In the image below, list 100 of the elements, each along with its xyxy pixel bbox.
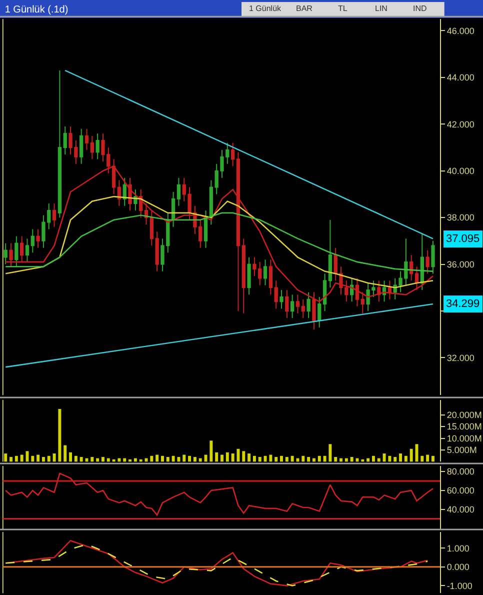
candlestick — [63, 126, 67, 156]
bar — [404, 456, 408, 462]
candlestick — [263, 259, 268, 286]
candlestick — [96, 132, 100, 160]
bar — [312, 458, 316, 462]
y-tick-label: 10.000M — [446, 433, 482, 444]
bar — [172, 456, 175, 462]
bar — [236, 448, 240, 462]
candlestick — [414, 266, 419, 290]
candlestick — [4, 242, 8, 265]
candlestick — [301, 298, 305, 318]
candlestick — [80, 128, 84, 164]
candlestick — [322, 273, 327, 312]
line-series — [4, 196, 434, 288]
bar — [280, 456, 283, 462]
text: BAR — [296, 4, 313, 13]
bar — [47, 456, 50, 462]
candlestick — [52, 203, 56, 228]
bar — [252, 456, 256, 462]
candlestick — [20, 236, 24, 262]
candlestick — [30, 228, 34, 254]
bar — [123, 458, 126, 462]
bar — [410, 448, 413, 462]
bar — [4, 454, 8, 462]
y-tick-label: 5.000M — [446, 445, 477, 456]
bar — [231, 454, 234, 462]
candlestick — [144, 203, 148, 226]
y-tick-label: 15.000M — [446, 422, 482, 432]
candlestick — [280, 289, 284, 310]
bar — [215, 452, 218, 462]
bar — [328, 444, 332, 462]
candlestick — [209, 180, 213, 226]
bar — [226, 452, 229, 462]
bar — [307, 457, 310, 462]
bar — [64, 445, 67, 462]
bar — [258, 457, 262, 462]
bar — [42, 457, 45, 462]
candlestick — [176, 177, 181, 206]
y-tick-label: 44.000 — [446, 72, 474, 83]
bar — [106, 458, 110, 462]
candlestick — [14, 236, 18, 268]
bar — [10, 457, 12, 462]
candlestick — [318, 296, 322, 328]
bar — [344, 458, 348, 462]
line-series — [4, 212, 434, 272]
candlestick — [274, 280, 278, 310]
bar — [14, 456, 18, 462]
bar — [242, 451, 246, 462]
candlestick — [122, 177, 126, 206]
bar — [372, 456, 375, 462]
bar — [193, 457, 196, 462]
candlestick — [242, 238, 246, 314]
candlestick — [204, 210, 208, 248]
y-tick-label: 36.000 — [446, 259, 474, 270]
bar — [31, 456, 34, 462]
bar — [134, 458, 137, 462]
candlestick — [296, 294, 300, 314]
bar — [80, 457, 83, 462]
candlestick — [9, 242, 13, 268]
data-label: 34.299 — [446, 298, 480, 310]
bar — [150, 456, 154, 462]
candlestick — [36, 228, 40, 248]
candlestick — [171, 191, 176, 228]
candlestick — [431, 240, 435, 274]
bar — [177, 457, 180, 462]
candlestick — [420, 233, 424, 290]
bar — [166, 457, 170, 462]
bar — [69, 452, 72, 462]
bar — [248, 454, 251, 462]
candlestick — [128, 177, 132, 212]
candlestick — [155, 231, 159, 272]
text: IND — [413, 4, 427, 13]
candlestick — [388, 280, 392, 300]
candlestick — [58, 70, 62, 218]
bar — [74, 456, 78, 462]
bar — [36, 454, 40, 462]
y-tick-label: 32.000 — [446, 352, 474, 363]
candlestick — [84, 128, 89, 150]
bar — [377, 458, 380, 462]
bar — [420, 456, 424, 462]
candlestick — [230, 142, 235, 167]
bar — [96, 458, 100, 462]
bar — [334, 457, 338, 462]
candlestick — [410, 254, 414, 282]
candlestick — [290, 294, 294, 318]
candlestick — [150, 210, 154, 246]
candlestick — [285, 289, 289, 318]
candlestick — [247, 256, 251, 296]
bar — [350, 457, 354, 462]
y-tick-label: -1.000 — [446, 580, 472, 591]
bar — [394, 457, 397, 462]
bar — [220, 454, 224, 462]
y-tick-label: 38.000 — [446, 212, 474, 223]
bar — [399, 454, 402, 462]
bar — [296, 458, 300, 462]
bar — [426, 454, 430, 462]
y-tick-label: 1.000 — [446, 543, 470, 554]
bar — [101, 457, 104, 462]
bar — [340, 458, 342, 462]
bar — [198, 458, 202, 462]
